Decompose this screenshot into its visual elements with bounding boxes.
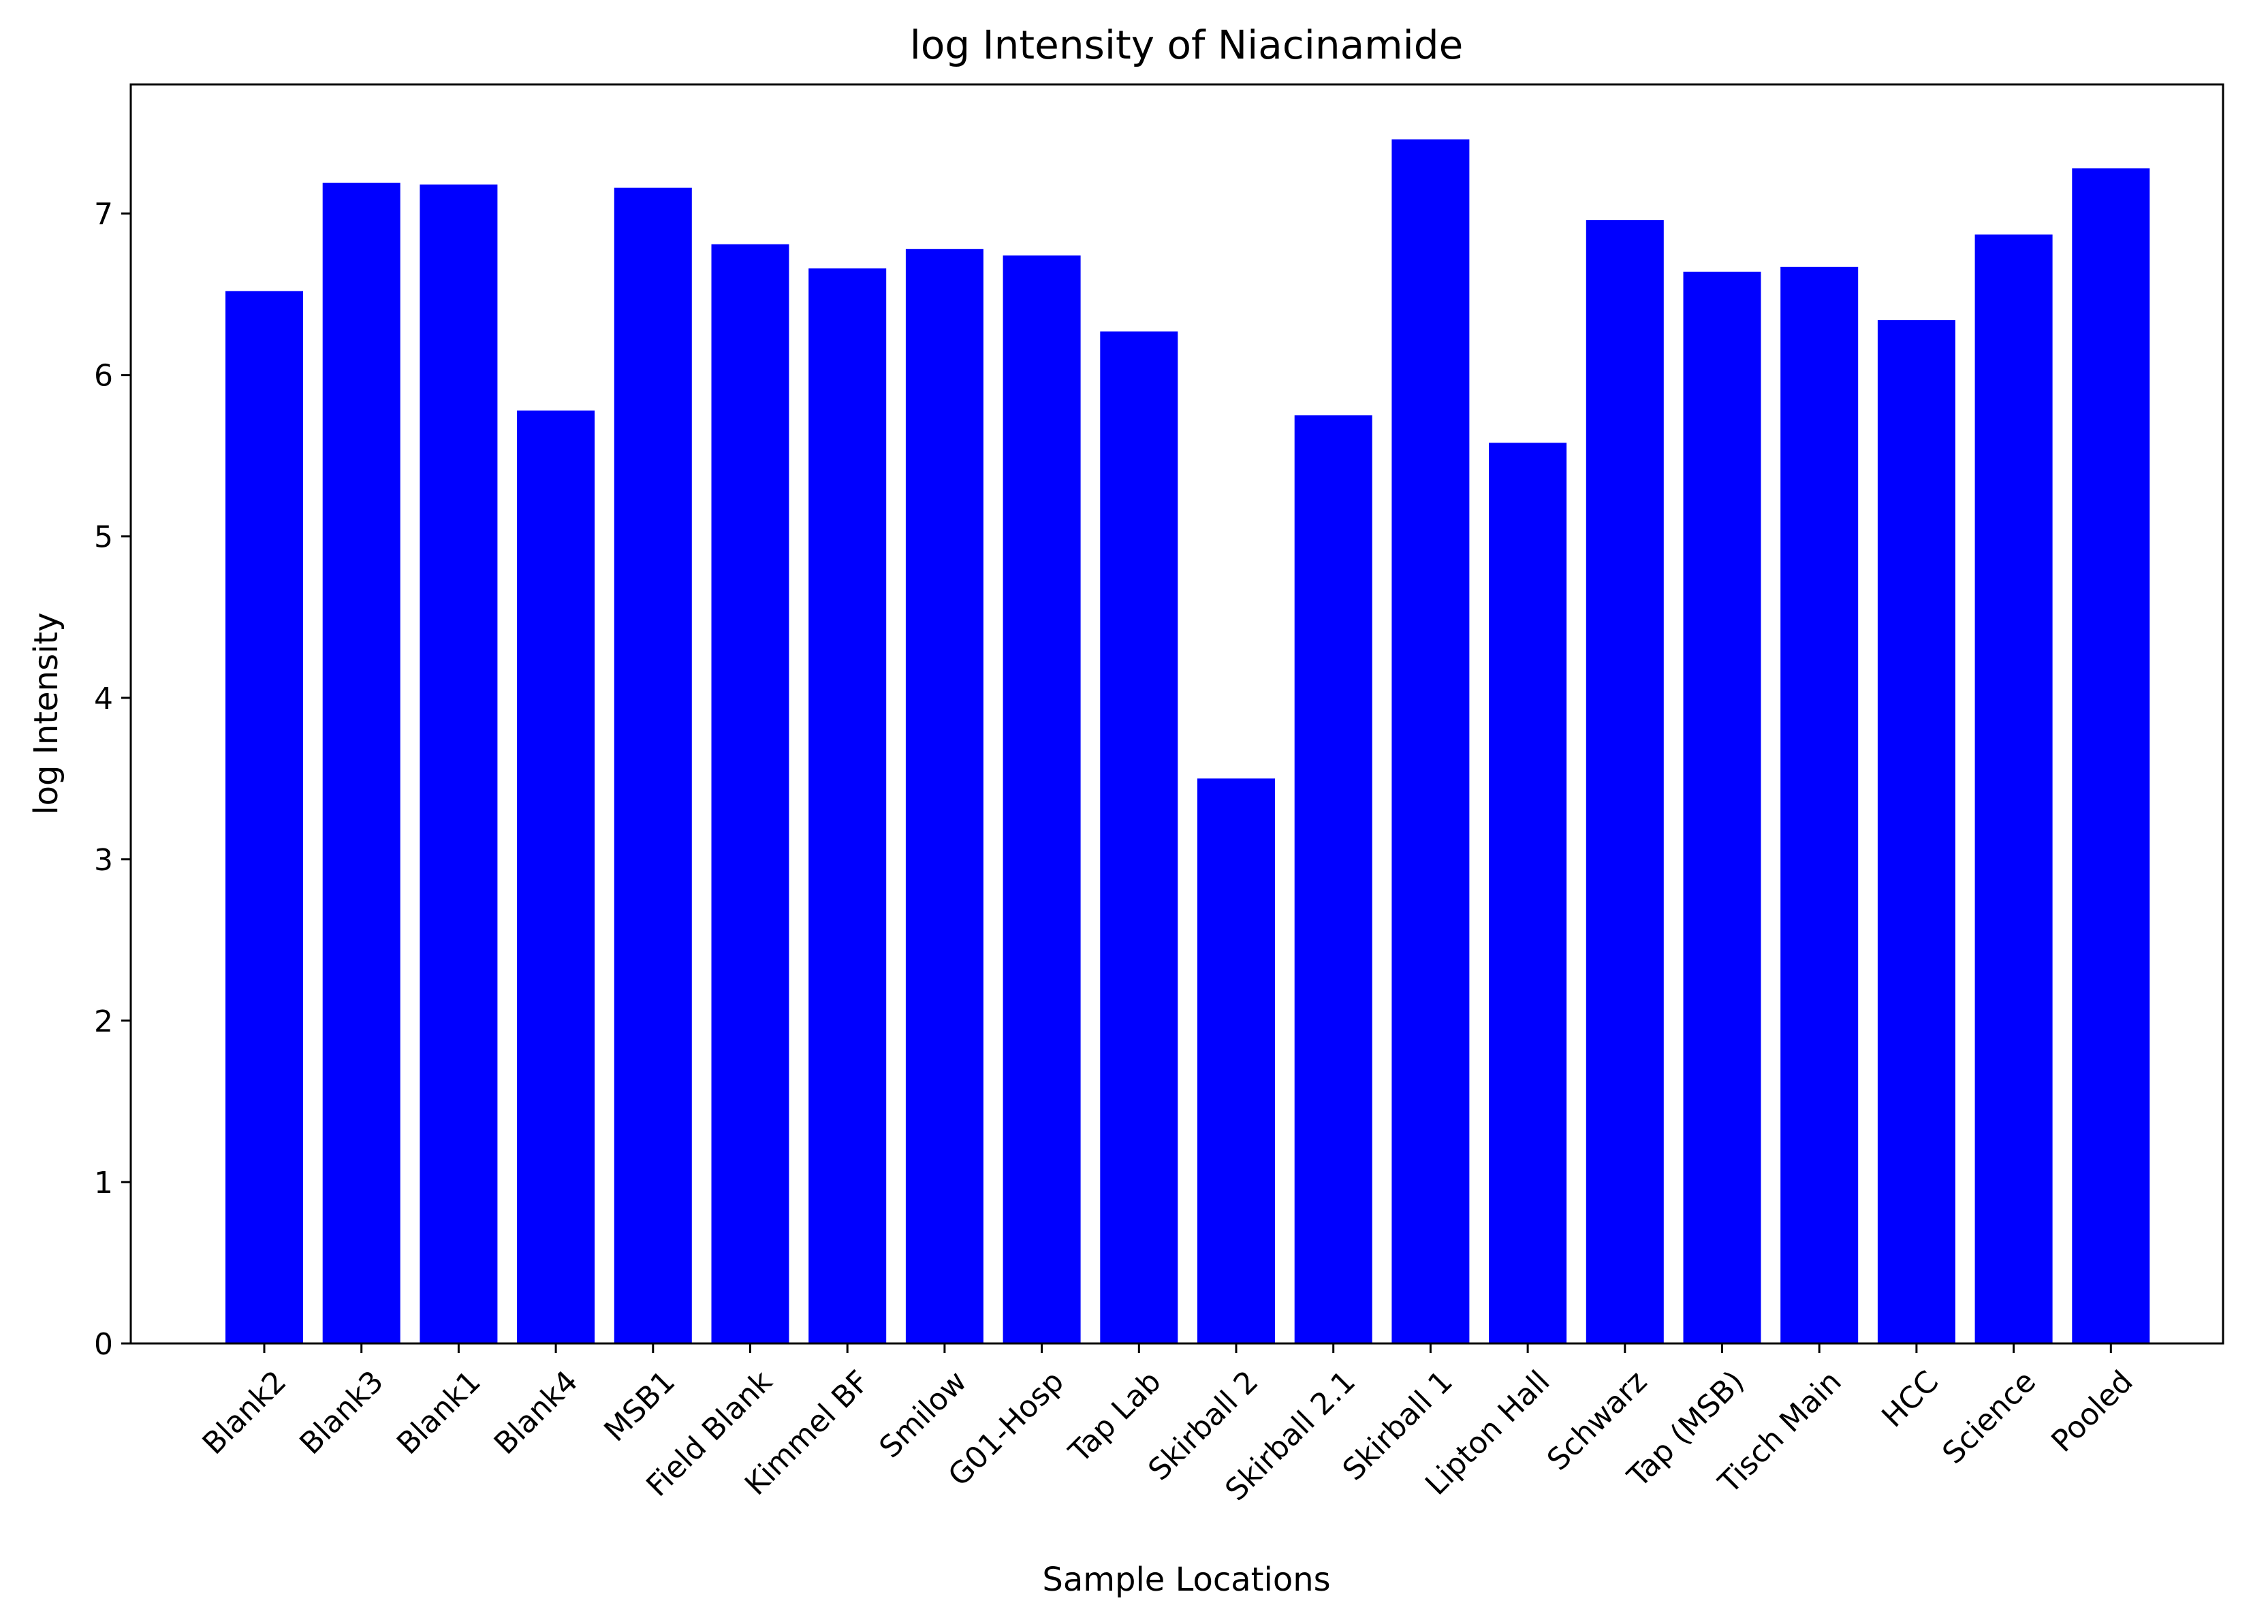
bar	[322, 182, 400, 1343]
x-tick-label: Smilow	[872, 1364, 973, 1465]
x-tick-label: MSB1	[597, 1364, 682, 1448]
bar	[1489, 443, 1567, 1343]
x-tick-label: Blank2	[196, 1364, 294, 1461]
y-axis-ticks: 0 1 2 3 4 5 6 7	[94, 197, 131, 1362]
bar	[1877, 320, 1955, 1344]
bar	[1683, 271, 1761, 1343]
y-tick-label: 7	[94, 197, 113, 232]
bar	[614, 187, 692, 1343]
x-tick-label: Blank3	[293, 1364, 390, 1461]
plot-frame	[129, 83, 2224, 1345]
y-tick-label: 4	[94, 682, 113, 716]
x-axis-label: Sample Locations	[1042, 1561, 1330, 1599]
y-tick-label: 2	[94, 1004, 113, 1039]
bar	[225, 291, 303, 1343]
chart-title: log Intensity of Niacinamide	[910, 22, 1464, 68]
bar	[517, 410, 595, 1344]
y-tick-label: 5	[94, 520, 113, 555]
x-tick-label: Blank4	[488, 1364, 585, 1461]
x-tick-label: Science	[1936, 1364, 2043, 1471]
bar	[1974, 234, 2053, 1343]
bar	[905, 249, 983, 1344]
y-tick-label: 6	[94, 359, 113, 394]
x-tick-label: Blank1	[390, 1364, 488, 1461]
bar	[1100, 331, 1178, 1343]
y-tick-label: 0	[94, 1327, 113, 1362]
y-tick-label: 3	[94, 843, 113, 878]
bar	[808, 268, 887, 1343]
bar	[1586, 220, 1664, 1344]
y-axis-label: log Intensity	[27, 612, 65, 814]
bar	[1391, 139, 1470, 1344]
bar	[1197, 778, 1275, 1343]
y-tick-label: 1	[94, 1166, 113, 1200]
bar	[1780, 266, 1859, 1344]
bar	[2072, 168, 2150, 1344]
bar	[711, 244, 789, 1343]
bars-group	[225, 139, 2150, 1344]
bar	[420, 184, 498, 1343]
bar	[1003, 255, 1081, 1343]
x-tick-label: Pooled	[2045, 1364, 2139, 1459]
bar	[1294, 415, 1372, 1344]
x-tick-label: HCC	[1875, 1364, 1945, 1434]
